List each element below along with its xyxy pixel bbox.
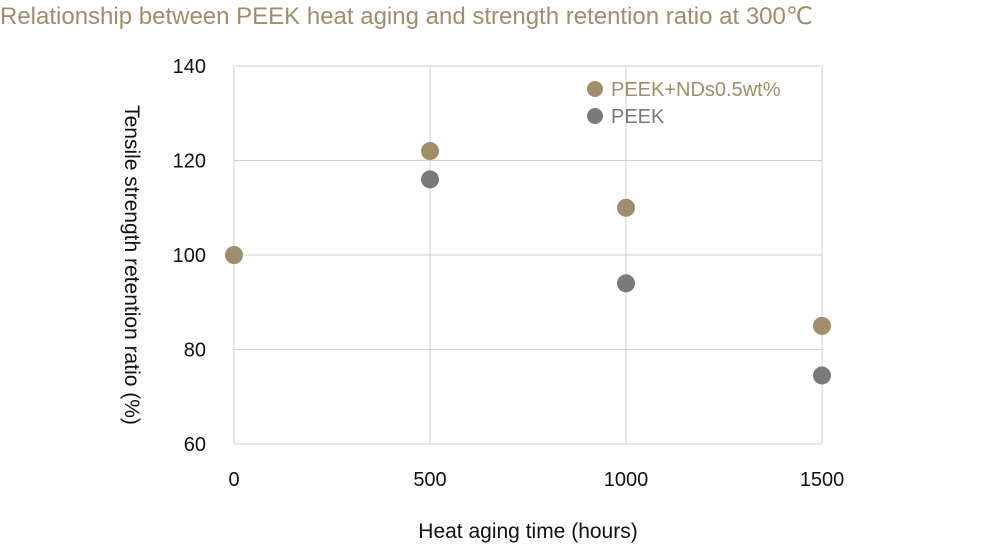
x-tick-label: 500 [413, 469, 446, 491]
point-series0-3 [813, 316, 831, 335]
point-series1-0 [421, 170, 439, 189]
x-axis-ticks: 0 500 1000 1500 [228, 469, 844, 491]
point-series1-2 [813, 366, 831, 385]
point-series0-0 [225, 246, 243, 264]
y-tick-label: 120 [173, 151, 206, 173]
data-points [225, 142, 831, 385]
chart-title: Relationship between PEEK heat aging and… [0, 3, 813, 30]
x-tick-label: 1500 [800, 469, 845, 491]
legend: PEEK+NDs0.5wt% PEEK [587, 79, 781, 128]
y-tick-label: 80 [184, 340, 206, 362]
point-series0-1 [421, 142, 439, 161]
y-axis-label: Tensile strength retention ratio (%) [120, 105, 143, 425]
y-axis-ticks: 60 80 100 120 140 [173, 56, 206, 456]
x-tick-label: 1000 [604, 469, 649, 491]
legend-label-0: PEEK+NDs0.5wt% [611, 79, 781, 101]
point-series0-2 [617, 198, 635, 217]
legend-marker-1 [587, 108, 603, 124]
x-axis-label: Heat aging time (hours) [418, 520, 637, 543]
legend-label-1: PEEK [611, 106, 665, 128]
y-tick-label: 60 [184, 434, 206, 456]
x-tick-label: 0 [228, 469, 239, 491]
point-series1-1 [617, 274, 635, 293]
y-tick-label: 140 [173, 56, 206, 78]
grid [233, 65, 823, 445]
y-tick-label: 100 [173, 245, 206, 267]
legend-marker-0 [587, 81, 603, 97]
